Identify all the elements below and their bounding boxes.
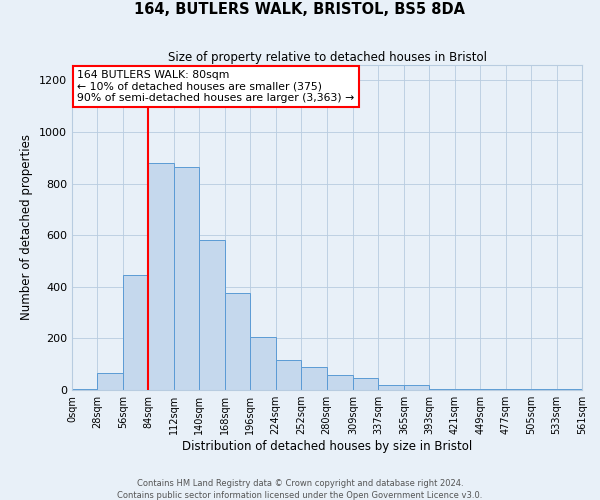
Text: 164, BUTLERS WALK, BRISTOL, BS5 8DA: 164, BUTLERS WALK, BRISTOL, BS5 8DA [134, 2, 466, 18]
Bar [225, 294, 250, 390]
Text: Contains HM Land Registry data © Crown copyright and database right 2024.
Contai: Contains HM Land Registry data © Crown c… [118, 478, 482, 500]
Bar [250, 337, 275, 390]
Bar [72, 388, 97, 390]
Bar [404, 386, 429, 390]
Bar [326, 374, 353, 390]
Text: 164 BUTLERS WALK: 80sqm
← 10% of detached houses are smaller (375)
90% of semi-d: 164 BUTLERS WALK: 80sqm ← 10% of detache… [77, 70, 355, 103]
Bar [97, 373, 123, 390]
Title: Size of property relative to detached houses in Bristol: Size of property relative to detached ho… [167, 51, 487, 64]
Bar [455, 389, 480, 390]
Bar [148, 163, 174, 390]
Bar [174, 167, 199, 390]
Bar [199, 240, 225, 390]
X-axis label: Distribution of detached houses by size in Bristol: Distribution of detached houses by size … [182, 440, 472, 453]
Bar [353, 378, 379, 390]
Y-axis label: Number of detached properties: Number of detached properties [20, 134, 34, 320]
Bar [123, 275, 148, 390]
Bar [301, 367, 326, 390]
Bar [275, 360, 301, 390]
Bar [379, 385, 404, 390]
Bar [429, 388, 455, 390]
